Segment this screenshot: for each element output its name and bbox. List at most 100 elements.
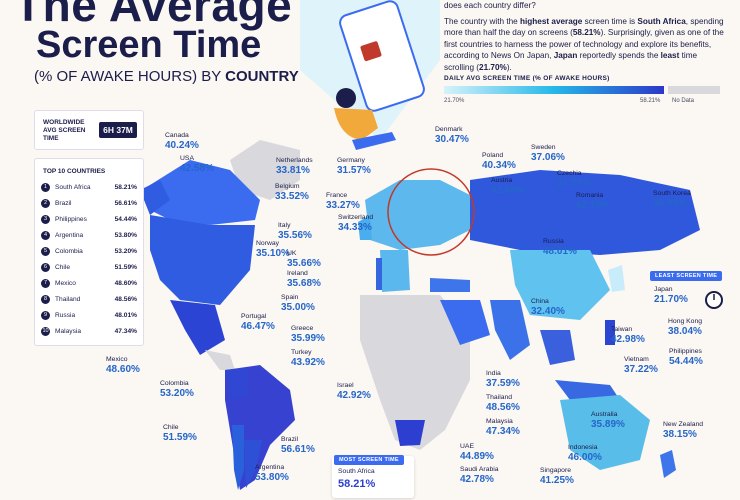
- label-hong-kong: Hong Kong 38.04%: [668, 318, 703, 337]
- colombia-shape: [225, 368, 248, 400]
- value-philippines: 54.44%: [669, 356, 703, 367]
- list-item: 8 Thailand 48.56%: [41, 294, 137, 307]
- value-argentina: 53.80%: [255, 472, 289, 483]
- legend-gradient-bar: [444, 86, 664, 94]
- subtitle-bold: COUNTRY: [225, 68, 299, 85]
- label-greece: Greece 35.99%: [291, 325, 325, 344]
- most-screen-time-badge: MOST SCREEN TIME: [334, 455, 404, 465]
- value-brazil: 56.61%: [281, 444, 315, 455]
- europe-shape: [365, 180, 470, 250]
- value-india: 37.59%: [486, 378, 520, 389]
- page-title: Screen Time: [36, 24, 262, 66]
- label-malaysia: Malaysia 47.34%: [486, 418, 520, 437]
- list-item: 6 Chile 51.59%: [41, 262, 137, 275]
- top10-card: TOP 10 COUNTRIES 1 South Africa 58.21% 2 Br…: [34, 158, 144, 346]
- value-vietnam: 37.22%: [624, 364, 658, 375]
- label-switzerland: Switzerland 34.33%: [338, 214, 374, 233]
- label-china: China 32.40%: [531, 298, 565, 317]
- value-ireland: 35.68%: [287, 278, 321, 289]
- mexico-shape: [170, 300, 225, 355]
- south-africa-shape: [395, 420, 425, 446]
- value-hong-kong: 38.04%: [668, 326, 702, 337]
- value-norway: 35.10%: [256, 248, 290, 259]
- value-indonesia: 46.00%: [568, 452, 602, 463]
- value-uae: 44.89%: [460, 451, 494, 462]
- label-denmark: Denmark 30.47%: [435, 126, 469, 145]
- subtitle-text: (% OF AWAKE HOURS) BY: [34, 68, 226, 85]
- southeast-asia-shape: [540, 330, 575, 365]
- value-colombia: 53.20%: [160, 388, 194, 399]
- label-portugal: Portugal 46.47%: [241, 313, 275, 332]
- label-norway: Norway 35.10%: [256, 240, 290, 259]
- value-usa: 42.58%: [180, 163, 214, 174]
- value-taiwan: 42.98%: [611, 334, 645, 345]
- list-item: 1 South Africa 58.21%: [41, 182, 137, 195]
- value-japan: 21.70%: [654, 294, 688, 305]
- russia-shape: [470, 170, 700, 255]
- intro-paragraph: The country with the highest average scr…: [444, 16, 724, 72]
- label-canada: Canada 40.24%: [165, 132, 199, 151]
- label-indonesia: Indonesia 46.00%: [568, 444, 602, 463]
- legend-title: DAILY AVG SCREEN TIME (% OF AWAKE HOURS): [444, 75, 610, 82]
- turkey-shape: [430, 278, 470, 292]
- value-belgium: 33.52%: [275, 191, 309, 202]
- value-thailand: 48.56%: [486, 402, 520, 413]
- label-saudi-arabia: Saudi Arabia 42.78%: [460, 466, 499, 485]
- value-russia: 48.01%: [543, 246, 577, 257]
- label-italy: Italy 35.56%: [278, 222, 312, 241]
- value-uk: 35.66%: [287, 258, 321, 269]
- greenland-shape: [230, 140, 300, 200]
- label-uk: UK 35.66%: [287, 250, 321, 269]
- label-israel: Israel 42.92%: [337, 382, 371, 401]
- alaska-shape: [140, 180, 170, 215]
- list-item: 4 Argentina 53.80%: [41, 230, 137, 243]
- value-south-korea: 30.98%: [653, 198, 687, 209]
- label-chile: Chile 51.59%: [163, 424, 197, 443]
- value-malaysia: 47.34%: [486, 426, 520, 437]
- least-screen-time-badge: LEAST SCREEN TIME: [650, 271, 723, 281]
- label-belgium: Belgium 33.52%: [275, 183, 309, 202]
- value-romania: 42.70%: [576, 200, 610, 211]
- label-singapore: Singapore 41.25%: [540, 467, 574, 486]
- legend-no-data-swatch: [668, 86, 720, 94]
- subtitle: (% OF AWAKE HOURS) BY COUNTRY: [34, 68, 299, 85]
- label-vietnam: Vietnam 37.22%: [624, 356, 658, 375]
- label-usa: USA 42.58%: [180, 155, 214, 174]
- legend-no-data-label: No Data: [672, 98, 695, 104]
- label-taiwan: Taiwan 42.98%: [611, 326, 645, 345]
- value-china: 32.40%: [531, 306, 565, 317]
- label-czechia: Czechia 37.77%: [557, 170, 591, 189]
- canada-shape: [150, 160, 260, 225]
- india-shape: [490, 300, 530, 360]
- label-australia: Australia 35.89%: [591, 411, 625, 430]
- label-uae: UAE 44.89%: [460, 443, 494, 462]
- value-south-africa: 58.21%: [338, 478, 376, 490]
- value-sweden: 37.06%: [531, 152, 565, 163]
- portugal-shape: [376, 258, 382, 290]
- list-item: 9 Russia 48.01%: [41, 310, 137, 323]
- label-colombia: Colombia 53.20%: [160, 380, 194, 399]
- list-item: 5 Colombia 53.20%: [41, 246, 137, 259]
- label-thailand: Thailand 48.56%: [486, 394, 520, 413]
- australia-shape: [560, 395, 650, 470]
- intro-text: does each country differ? The country wi…: [444, 0, 724, 73]
- spain-shape: [380, 250, 410, 292]
- value-australia: 35.89%: [591, 419, 625, 430]
- value-greece: 35.99%: [291, 333, 325, 344]
- value-france: 33.27%: [326, 200, 360, 211]
- value-israel: 42.92%: [337, 390, 371, 401]
- label-poland: Poland 40.34%: [482, 152, 516, 171]
- value-spain: 35.00%: [281, 302, 315, 313]
- value-switzerland: 34.33%: [338, 222, 372, 233]
- label-russia: Russia 48.01%: [543, 238, 577, 257]
- philippines-shape: [605, 320, 615, 345]
- label-brazil: Brazil 56.61%: [281, 436, 315, 455]
- list-item: 2 Brazil 56.61%: [41, 198, 137, 211]
- most-country: South Africa: [338, 468, 375, 475]
- label-france: France 33.27%: [326, 192, 360, 211]
- label-philippines: Philippines 54.44%: [669, 348, 703, 367]
- label-germany: Germany 31.57%: [337, 157, 371, 176]
- value-poland: 40.34%: [482, 160, 516, 171]
- worldwide-label: WORLDWIDE AVG SCREEN TIME: [43, 119, 86, 142]
